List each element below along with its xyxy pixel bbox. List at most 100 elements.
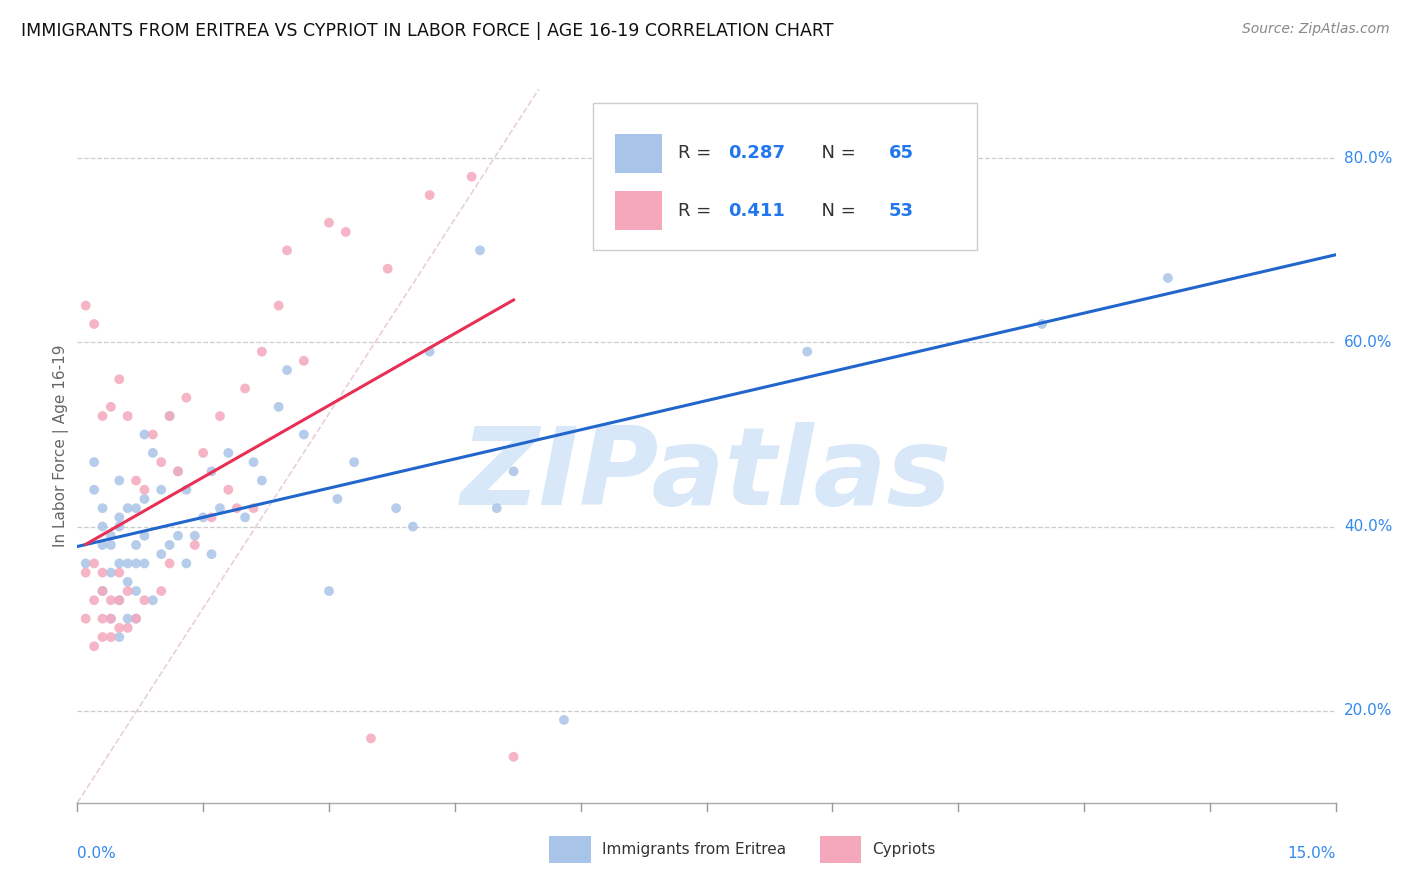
Point xyxy=(83,483,105,497)
Point xyxy=(117,501,139,516)
Point xyxy=(159,557,181,571)
Point xyxy=(83,317,105,331)
Point xyxy=(167,529,190,543)
Point xyxy=(108,372,131,386)
Point xyxy=(208,501,231,516)
Point xyxy=(117,574,139,589)
Point xyxy=(217,446,239,460)
Point xyxy=(502,464,524,478)
Point xyxy=(200,464,222,478)
Point xyxy=(134,483,156,497)
Point xyxy=(142,593,165,607)
Point xyxy=(343,455,366,469)
Point xyxy=(75,557,97,571)
Text: R =: R = xyxy=(678,202,717,219)
Point xyxy=(276,363,298,377)
Point xyxy=(75,566,97,580)
Point xyxy=(208,409,231,423)
Point xyxy=(167,464,190,478)
Point xyxy=(108,557,131,571)
Text: Source: ZipAtlas.com: Source: ZipAtlas.com xyxy=(1241,22,1389,37)
Point xyxy=(117,557,139,571)
Point xyxy=(125,538,148,552)
Point xyxy=(242,455,264,469)
Point xyxy=(460,169,482,184)
Point xyxy=(134,557,156,571)
Point xyxy=(83,455,105,469)
Text: 15.0%: 15.0% xyxy=(1288,846,1336,861)
Point xyxy=(100,529,122,543)
Point xyxy=(91,501,114,516)
Point xyxy=(100,612,122,626)
Text: 40.0%: 40.0% xyxy=(1344,519,1392,534)
Point xyxy=(1157,271,1180,285)
Point xyxy=(108,474,131,488)
Point xyxy=(91,519,114,533)
Point xyxy=(191,446,215,460)
Point xyxy=(91,584,114,599)
Text: 0.411: 0.411 xyxy=(728,202,785,219)
Text: 0.287: 0.287 xyxy=(728,145,785,162)
FancyBboxPatch shape xyxy=(614,191,662,230)
Point xyxy=(233,510,256,524)
Point xyxy=(159,538,181,552)
Point xyxy=(502,749,524,764)
Text: Immigrants from Eritrea: Immigrants from Eritrea xyxy=(602,842,786,857)
Point xyxy=(419,344,441,359)
Point xyxy=(326,491,349,506)
Point xyxy=(91,566,114,580)
Point xyxy=(267,299,290,313)
Point xyxy=(117,621,139,635)
Point xyxy=(100,538,122,552)
Point xyxy=(377,261,399,276)
Point xyxy=(134,427,156,442)
Point xyxy=(184,538,207,552)
Point xyxy=(100,566,122,580)
Point xyxy=(91,612,114,626)
Point xyxy=(100,630,122,644)
Point xyxy=(217,483,239,497)
Point xyxy=(108,510,131,524)
Point xyxy=(1031,317,1053,331)
Point xyxy=(485,501,508,516)
Point xyxy=(83,640,105,654)
Point xyxy=(191,510,215,524)
Point xyxy=(419,188,441,202)
Point xyxy=(150,455,173,469)
Point xyxy=(796,344,818,359)
Point xyxy=(108,593,131,607)
Text: 53: 53 xyxy=(889,202,914,219)
FancyBboxPatch shape xyxy=(820,837,862,863)
Point xyxy=(125,612,148,626)
Point xyxy=(134,593,156,607)
Point xyxy=(176,483,198,497)
Point xyxy=(250,344,273,359)
Point xyxy=(108,593,131,607)
Point xyxy=(200,547,222,561)
Point xyxy=(402,519,425,533)
Text: ZIPatlas: ZIPatlas xyxy=(461,422,952,527)
Point xyxy=(91,409,114,423)
Point xyxy=(142,446,165,460)
Point xyxy=(159,409,181,423)
Point xyxy=(134,491,156,506)
Point xyxy=(292,354,315,368)
Point xyxy=(100,400,122,414)
Point xyxy=(100,593,122,607)
Point xyxy=(108,621,131,635)
Text: 0.0%: 0.0% xyxy=(77,846,117,861)
Point xyxy=(176,557,198,571)
Text: IMMIGRANTS FROM ERITREA VS CYPRIOT IN LABOR FORCE | AGE 16-19 CORRELATION CHART: IMMIGRANTS FROM ERITREA VS CYPRIOT IN LA… xyxy=(21,22,834,40)
Point xyxy=(108,630,131,644)
Text: N =: N = xyxy=(810,145,862,162)
Y-axis label: In Labor Force | Age 16-19: In Labor Force | Age 16-19 xyxy=(53,344,69,548)
Point xyxy=(318,216,340,230)
Point xyxy=(292,427,315,442)
Point xyxy=(176,391,198,405)
Text: 80.0%: 80.0% xyxy=(1344,151,1392,166)
Point xyxy=(108,519,131,533)
Point xyxy=(125,584,148,599)
Point xyxy=(242,501,264,516)
Point xyxy=(91,538,114,552)
Point xyxy=(250,474,273,488)
